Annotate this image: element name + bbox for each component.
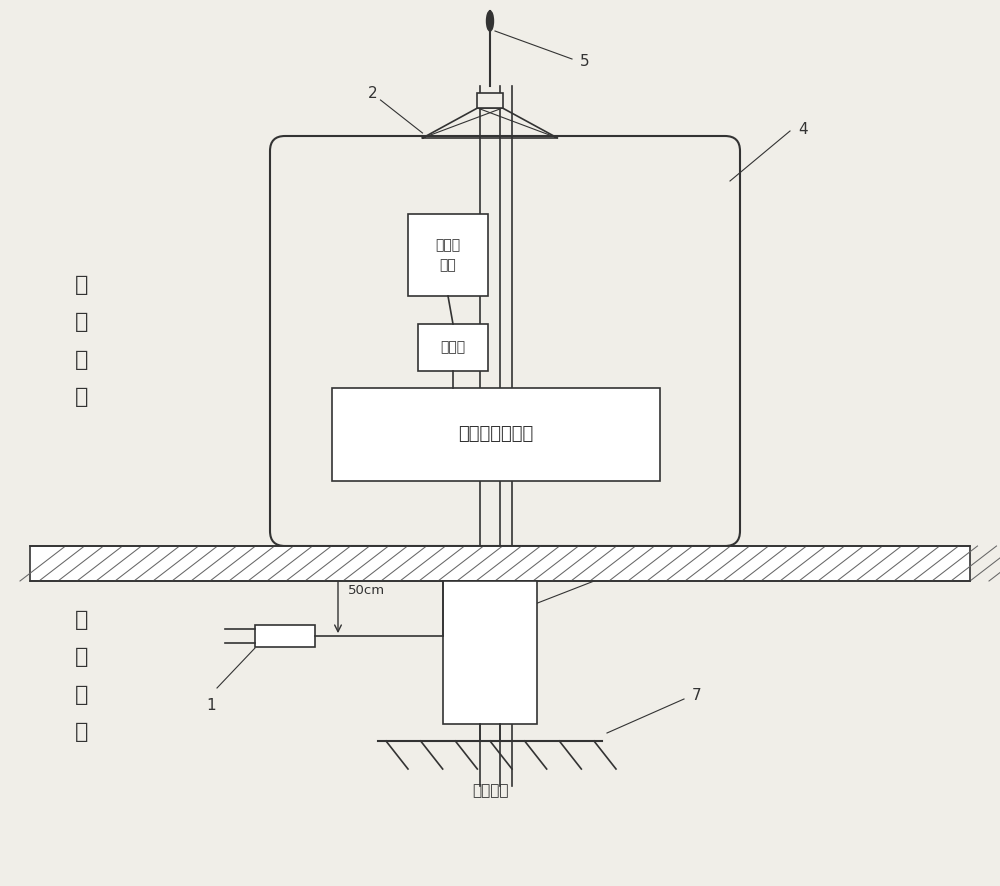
Text: 数据采集控制器: 数据采集控制器 [458, 425, 534, 444]
Text: 7: 7 [692, 688, 702, 703]
Bar [443, 581, 537, 724]
Bar [332, 388, 660, 481]
Bar [477, 93, 503, 108]
Bar [408, 214, 488, 296]
Text: 50cm: 50cm [348, 585, 385, 597]
Bar [418, 324, 488, 371]
Text: 1: 1 [206, 698, 216, 713]
Text: 4: 4 [798, 121, 808, 136]
Text: 泄流地网: 泄流地网 [472, 783, 508, 798]
Text: 充电器
控制: 充电器 控制 [435, 238, 461, 272]
Text: 5: 5 [580, 55, 590, 69]
Bar [30, 546, 970, 581]
Ellipse shape [487, 11, 494, 31]
Text: 蓄电池: 蓄电池 [440, 340, 466, 354]
Text: 2: 2 [368, 87, 377, 102]
FancyBboxPatch shape [270, 136, 740, 546]
Text: 田
埂
地
上: 田 埂 地 上 [75, 275, 89, 408]
Text: 3: 3 [615, 566, 625, 581]
Text: 田
埂
地
下: 田 埂 地 下 [75, 610, 89, 742]
Bar [255, 625, 315, 647]
